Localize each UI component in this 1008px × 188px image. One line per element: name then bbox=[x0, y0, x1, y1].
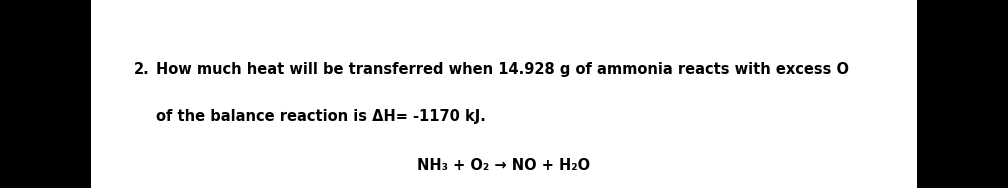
Text: 2.: 2. bbox=[134, 62, 150, 77]
Text: NH₃ + O₂ → NO + H₂O: NH₃ + O₂ → NO + H₂O bbox=[417, 158, 591, 173]
FancyBboxPatch shape bbox=[91, 0, 917, 188]
Text: How much heat will be transferred when 14.928 g of ammonia reacts with excess O: How much heat will be transferred when 1… bbox=[156, 62, 849, 77]
Text: of the balance reaction is ΔH= -1170 kJ.: of the balance reaction is ΔH= -1170 kJ. bbox=[156, 109, 486, 124]
